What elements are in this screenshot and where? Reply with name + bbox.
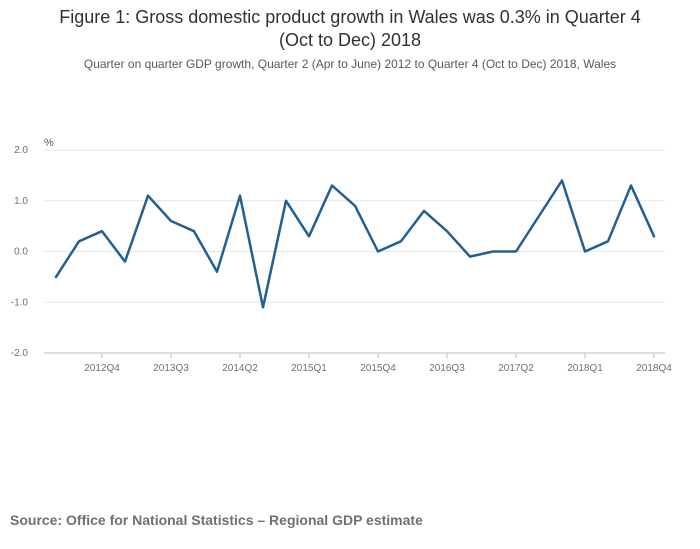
x-tick-label: 2015Q1: [291, 363, 327, 374]
source-note: Source: Office for National Statistics –…: [10, 512, 423, 528]
data-point[interactable]: [283, 198, 289, 204]
data-point[interactable]: [651, 233, 657, 239]
x-tick-label: 2018Q4: [636, 363, 672, 374]
chart-subtitle: Quarter on quarter GDP growth, Quarter 2…: [83, 57, 617, 71]
data-point[interactable]: [99, 228, 105, 234]
x-tick-label: 2016Q3: [429, 363, 465, 374]
data-point[interactable]: [352, 203, 358, 209]
data-point[interactable]: [536, 213, 542, 219]
x-tick-label: 2017Q2: [498, 363, 534, 374]
series-line-wales: [54, 179, 656, 309]
chart-title-line-1: Figure 1: Gross domestic product growth …: [59, 7, 641, 27]
data-point[interactable]: [260, 304, 266, 310]
data-point[interactable]: [191, 228, 197, 234]
data-point[interactable]: [329, 183, 335, 189]
data-point[interactable]: [53, 274, 59, 280]
chart-title: Figure 1: Gross domestic product growth …: [0, 6, 700, 52]
x-tick-label: 2013Q3: [153, 363, 189, 374]
data-point[interactable]: [421, 208, 427, 214]
data-point[interactable]: [214, 269, 220, 275]
series: [53, 177, 657, 310]
data-point[interactable]: [306, 233, 312, 239]
x-tick-label: 2018Q1: [567, 363, 603, 374]
data-point[interactable]: [444, 228, 450, 234]
data-point[interactable]: [559, 177, 565, 183]
y-tick-label: 2.0: [14, 145, 28, 156]
y-tick-label: 1.0: [14, 196, 28, 207]
data-point[interactable]: [375, 249, 381, 255]
y-tick-label: -2.0: [11, 348, 29, 359]
y-tick-label: 0.0: [14, 247, 28, 258]
data-point[interactable]: [605, 238, 611, 244]
data-point[interactable]: [168, 218, 174, 224]
x-tick-label: 2015Q4: [360, 363, 396, 374]
x-axis: 2012Q4 2013Q3 2014Q2 2015Q1 2015Q4 2016Q3 2017…: [84, 353, 672, 374]
chart-title-line-2: (Oct to Dec) 2018: [278, 30, 422, 50]
data-point[interactable]: [145, 193, 151, 199]
data-point[interactable]: [582, 249, 588, 255]
y-axis: 2.0 1.0 0.0 -1.0 -2.0%: [11, 137, 54, 359]
data-point[interactable]: [76, 238, 82, 244]
data-point[interactable]: [490, 249, 496, 255]
x-tick-label: 2012Q4: [84, 363, 120, 374]
data-point[interactable]: [467, 254, 473, 260]
data-point[interactable]: [628, 183, 634, 189]
gridlines: [44, 149, 665, 354]
y-axis-unit: %: [44, 137, 54, 149]
x-tick-label: 2014Q2: [222, 363, 258, 374]
data-point[interactable]: [122, 259, 128, 265]
data-point[interactable]: [398, 238, 404, 244]
y-tick-label: -1.0: [11, 297, 29, 308]
data-point[interactable]: [237, 193, 243, 199]
data-point[interactable]: [513, 249, 519, 255]
